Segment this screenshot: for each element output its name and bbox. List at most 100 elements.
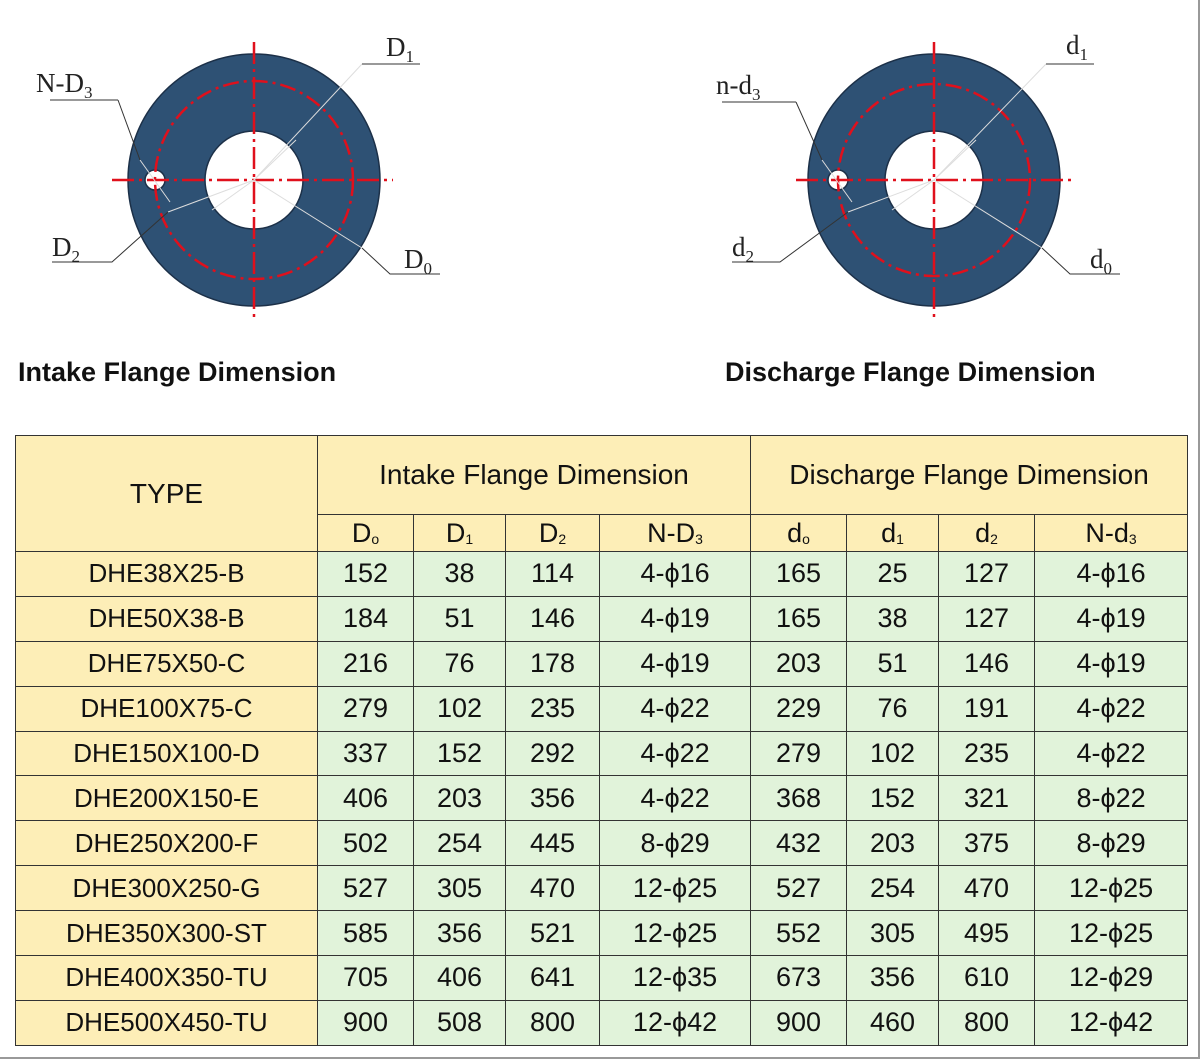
- discharge-label-d1: d1: [1066, 30, 1088, 64]
- value-cell: 235: [938, 730, 1036, 777]
- type-cell: DHE100X75-C: [15, 685, 318, 732]
- type-cell: DHE500X450-TU: [15, 999, 318, 1046]
- table-row: DHE400X350-TU 705 406 641 12-ϕ35 673 356 610 12-…: [15, 955, 1189, 1001]
- value-cell: 356: [413, 910, 506, 957]
- table-row: DHE50X38-B 184 51 146 4-ϕ19 165 38 127 4-ϕ19: [15, 595, 1189, 642]
- value-cell: 203: [750, 640, 848, 687]
- value-cell: 254: [846, 865, 940, 912]
- column-header-subscript: 1: [896, 530, 904, 547]
- column-header: D2: [505, 514, 600, 552]
- discharge-label-d2: d2: [732, 232, 754, 266]
- table-row: DHE300X250-G 527 305 470 12-ϕ25 527 254 470 12-ϕ…: [15, 865, 1189, 912]
- value-cell: 641: [505, 955, 600, 1001]
- value-cell: 610: [938, 955, 1036, 1001]
- table-row: DHE250X200-F 502 254 445 8-ϕ29 432 203 375 8-ϕ29: [15, 820, 1189, 867]
- value-cell: 4-ϕ19: [598, 640, 752, 687]
- value-cell: 12-ϕ35: [598, 955, 752, 1001]
- value-cell: 800: [505, 999, 600, 1046]
- column-header: d1: [846, 514, 940, 552]
- type-cell: DHE38X25-B: [15, 551, 318, 597]
- type-cell: DHE75X50-C: [15, 640, 318, 687]
- value-cell: 102: [413, 685, 506, 732]
- value-cell: 432: [750, 820, 848, 867]
- value-cell: 4-ϕ22: [598, 730, 752, 777]
- column-header-base: N-D: [647, 517, 696, 548]
- column-header-subscript: 2: [558, 530, 567, 547]
- value-cell: 470: [938, 865, 1036, 912]
- value-cell: 4-ϕ22: [1034, 730, 1189, 777]
- column-header-subscript: o: [371, 530, 380, 547]
- value-cell: 305: [413, 865, 506, 912]
- column-header: do: [750, 514, 848, 552]
- flange-diagrams: D1 N-D3 D2 D0 d1 n-d3 d2 d0: [36, 30, 1120, 318]
- value-cell: 8-ϕ22: [1034, 775, 1189, 822]
- table-row: DHE100X75-C 279 102 235 4-ϕ22 229 76 191 4-ϕ22: [15, 685, 1189, 732]
- table-row: DHE38X25-B 152 38 114 4-ϕ16 165 25 127 4-ϕ16: [15, 551, 1189, 597]
- value-cell: 12-ϕ25: [598, 910, 752, 957]
- type-cell: DHE50X38-B: [15, 595, 318, 642]
- discharge-group-header: Discharge Flange Dimension: [750, 435, 1189, 515]
- column-header-base: d: [975, 517, 991, 548]
- value-cell: 152: [413, 730, 506, 777]
- column-header-base: d: [881, 517, 897, 548]
- column-header-base: D: [538, 517, 559, 548]
- value-cell: 165: [750, 595, 848, 642]
- intake-label-d1: D1: [386, 32, 414, 66]
- value-cell: 321: [938, 775, 1036, 822]
- table-body: DHE38X25-B 152 38 114 4-ϕ16 165 25 127 4-ϕ16 DHE5…: [15, 551, 1189, 1046]
- value-cell: 203: [846, 820, 940, 867]
- value-cell: 406: [317, 775, 414, 822]
- value-cell: 705: [317, 955, 414, 1001]
- value-cell: 127: [938, 595, 1036, 642]
- value-cell: 4-ϕ19: [1034, 640, 1189, 687]
- value-cell: 305: [846, 910, 940, 957]
- value-cell: 552: [750, 910, 848, 957]
- value-cell: 508: [413, 999, 506, 1046]
- value-cell: 800: [938, 999, 1036, 1046]
- value-cell: 502: [317, 820, 414, 867]
- value-cell: 460: [846, 999, 940, 1046]
- value-cell: 8-ϕ29: [1034, 820, 1189, 867]
- value-cell: 152: [846, 775, 940, 822]
- value-cell: 146: [505, 595, 600, 642]
- intake-label-d0: D0: [404, 244, 432, 278]
- value-cell: 203: [413, 775, 506, 822]
- value-cell: 527: [750, 865, 848, 912]
- value-cell: 521: [505, 910, 600, 957]
- column-header-subscript: 3: [695, 530, 703, 547]
- value-cell: 254: [413, 820, 506, 867]
- column-header-subscript: 2: [990, 530, 998, 547]
- value-cell: 191: [938, 685, 1036, 732]
- value-cell: 12-ϕ42: [1034, 999, 1189, 1046]
- value-cell: 292: [505, 730, 600, 777]
- value-cell: 4-ϕ19: [598, 595, 752, 642]
- value-cell: 356: [505, 775, 600, 822]
- intake-group-header: Intake Flange Dimension: [316, 435, 752, 515]
- discharge-label-d0: d0: [1090, 244, 1112, 278]
- value-cell: 356: [846, 955, 940, 1001]
- value-cell: 127: [938, 551, 1036, 597]
- value-cell: 279: [317, 685, 414, 732]
- column-header: Do: [317, 514, 414, 552]
- value-cell: 368: [750, 775, 848, 822]
- column-header: D1: [413, 514, 506, 552]
- value-cell: 4-ϕ19: [1034, 595, 1189, 642]
- type-cell: DHE250X200-F: [15, 820, 318, 867]
- value-cell: 8-ϕ29: [598, 820, 752, 867]
- value-cell: 76: [413, 640, 506, 687]
- value-cell: 4-ϕ22: [1034, 685, 1189, 732]
- type-cell: DHE200X150-E: [15, 775, 318, 822]
- value-cell: 178: [505, 640, 600, 687]
- value-cell: 38: [846, 595, 940, 642]
- value-cell: 102: [846, 730, 940, 777]
- value-cell: 235: [505, 685, 600, 732]
- value-cell: 900: [750, 999, 848, 1046]
- type-cell: DHE350X300-ST: [15, 910, 318, 957]
- intake-label-d2: D2: [52, 232, 80, 266]
- intake-label-bolt: N-D3: [36, 68, 93, 102]
- column-header-base: N-d: [1085, 517, 1129, 548]
- value-cell: 12-ϕ42: [598, 999, 752, 1046]
- value-cell: 114: [505, 551, 600, 597]
- value-cell: 4-ϕ16: [1034, 551, 1189, 597]
- column-header-base: D: [445, 517, 466, 548]
